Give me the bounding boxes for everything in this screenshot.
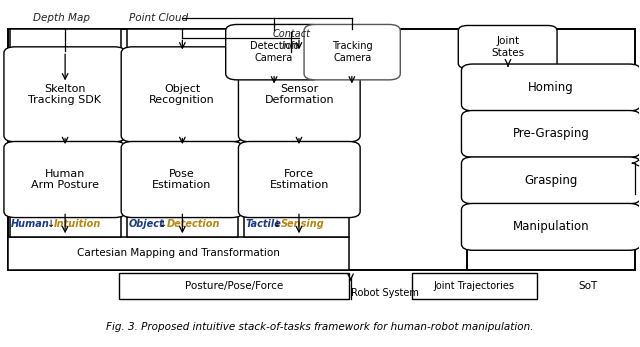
Text: Object
Recognition: Object Recognition: [149, 84, 215, 105]
Bar: [349, 29, 467, 237]
Text: Pre-Grasping: Pre-Grasping: [513, 127, 589, 141]
Text: ↓: ↓: [47, 219, 56, 229]
Text: Skelton
Tracking SDK: Skelton Tracking SDK: [28, 84, 101, 105]
Text: Fig. 3. Proposed intuitive stack-of-tasks framework for human-robot manipulation: Fig. 3. Proposed intuitive stack-of-task…: [106, 322, 534, 332]
Text: Joint
States: Joint States: [491, 36, 524, 58]
FancyBboxPatch shape: [4, 142, 125, 218]
FancyBboxPatch shape: [458, 25, 557, 68]
Bar: [127, 29, 239, 237]
Text: Posture/Pose/Force: Posture/Pose/Force: [185, 281, 283, 291]
FancyBboxPatch shape: [461, 64, 640, 111]
Text: Pose
Estimation: Pose Estimation: [152, 169, 212, 190]
Bar: [8, 237, 349, 270]
Text: Intuition: Intuition: [54, 219, 102, 229]
Text: Manipulation: Manipulation: [513, 220, 589, 233]
Text: Cartesian Mapping and Transformation: Cartesian Mapping and Transformation: [77, 248, 280, 259]
FancyBboxPatch shape: [461, 203, 640, 250]
FancyBboxPatch shape: [304, 24, 400, 80]
Bar: [10, 29, 121, 237]
FancyBboxPatch shape: [461, 110, 640, 157]
Bar: [119, 273, 349, 299]
Text: ↓: ↓: [273, 219, 282, 229]
Text: Human
Arm Posture: Human Arm Posture: [31, 169, 99, 190]
FancyBboxPatch shape: [226, 24, 322, 80]
FancyBboxPatch shape: [121, 47, 243, 142]
Text: Tracking
Camera: Tracking Camera: [332, 41, 372, 63]
Bar: [8, 29, 543, 270]
Text: Depth Map: Depth Map: [33, 13, 90, 23]
FancyBboxPatch shape: [239, 142, 360, 218]
Text: Object: Object: [128, 219, 164, 229]
Text: Sensor
Deformation: Sensor Deformation: [264, 84, 334, 105]
Text: Homing: Homing: [528, 81, 574, 94]
Text: Joint Trajectories: Joint Trajectories: [434, 281, 515, 291]
FancyBboxPatch shape: [239, 47, 360, 142]
Text: Robot System: Robot System: [351, 288, 419, 298]
Text: Human: Human: [11, 219, 50, 229]
Bar: [467, 29, 636, 270]
Text: Grasping: Grasping: [524, 174, 578, 187]
Text: SoT: SoT: [578, 281, 597, 291]
Text: Detection
Camera: Detection Camera: [250, 41, 298, 63]
Text: Contact
Info: Contact Info: [273, 29, 310, 51]
FancyBboxPatch shape: [4, 47, 125, 142]
Text: Detection: Detection: [166, 219, 220, 229]
Bar: [412, 273, 537, 299]
FancyBboxPatch shape: [461, 157, 640, 204]
Text: Force
Estimation: Force Estimation: [269, 169, 329, 190]
Bar: [244, 29, 349, 237]
Text: Point Cloud: Point Cloud: [129, 13, 188, 23]
Text: ↓: ↓: [159, 219, 168, 229]
Text: Sensing: Sensing: [280, 219, 324, 229]
Text: Tactile: Tactile: [246, 219, 282, 229]
FancyBboxPatch shape: [121, 142, 243, 218]
